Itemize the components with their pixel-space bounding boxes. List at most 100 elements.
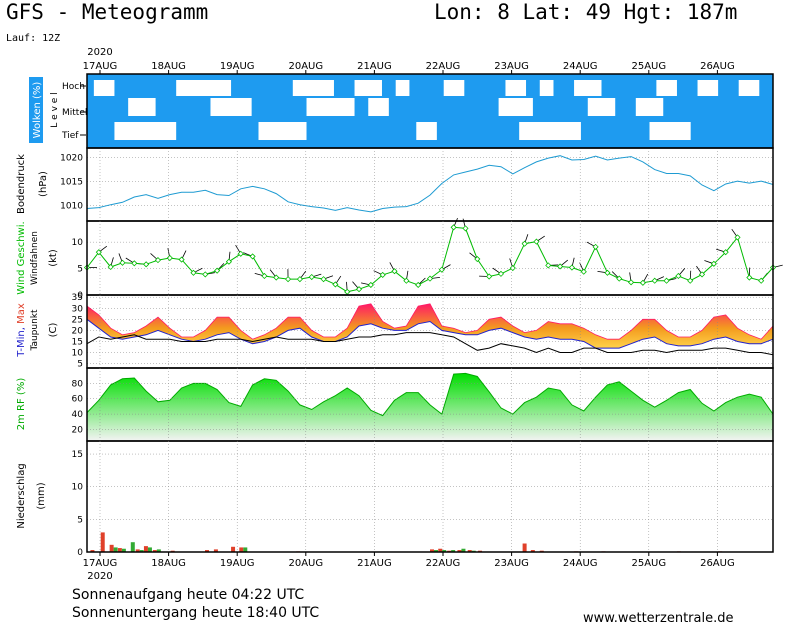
sunset-info: Sonnenuntergang heute 18:40 UTC xyxy=(72,605,320,621)
wind-speed-marker xyxy=(166,254,173,262)
day-label-top: 21AUG xyxy=(357,61,392,72)
model-run: Lauf: 12Z xyxy=(6,33,61,44)
wind-speed-marker xyxy=(545,262,552,269)
cloud-clear-gap-mittel xyxy=(587,98,616,116)
website-link[interactable]: www.wetterzentrale.de xyxy=(583,611,734,625)
precip-bar-red xyxy=(467,550,472,552)
day-label-bottom: 24AUG xyxy=(563,558,598,569)
wind-speed-marker xyxy=(533,238,540,245)
y-tick-label: 25 xyxy=(72,315,83,325)
wind-speed-marker xyxy=(237,250,244,257)
cloud-level-label: Hoch xyxy=(62,82,85,92)
y-tick-label: 1015 xyxy=(60,178,83,188)
cloud-clear-gap-mittel xyxy=(128,98,156,116)
precip-bar-red xyxy=(438,548,443,552)
day-label-bottom: 18AUG xyxy=(151,558,186,569)
wind-speed-marker xyxy=(651,277,658,284)
panel-frame xyxy=(86,440,774,553)
wind-speed-marker xyxy=(521,240,528,247)
precip-bar-red xyxy=(457,550,462,552)
year-label-bottom: 2020 xyxy=(87,571,112,582)
day-label-bottom: 20AUG xyxy=(288,558,323,569)
temperature-unit: (C) xyxy=(48,323,59,338)
wind-speed-marker xyxy=(687,277,694,284)
cloud-clear-gap-hoch xyxy=(738,80,760,96)
cloud-clear-gap-hoch xyxy=(395,80,410,96)
wind-speed-marker xyxy=(639,279,646,286)
wind-speed-marker xyxy=(474,255,481,263)
y-tick-label: 1020 xyxy=(60,154,83,164)
day-label-top: 17AUG xyxy=(83,61,118,72)
wind-speed-marker xyxy=(557,263,564,270)
wind-speed-marker xyxy=(568,264,575,271)
y-tick-label: 1010 xyxy=(60,202,83,212)
cloud-clear-gap-tief xyxy=(114,122,177,140)
cloud-clear-gap-mittel xyxy=(498,98,533,116)
day-label-bottom: 25AUG xyxy=(631,558,666,569)
wind-speed-marker xyxy=(320,276,327,283)
cloud-clear-gap-hoch xyxy=(292,80,334,96)
wind-speed-marker xyxy=(379,271,386,278)
wind-speed-marker xyxy=(249,253,256,260)
wind-speed-marker xyxy=(509,264,516,272)
y-tick-label: 20 xyxy=(72,326,84,336)
day-label-top: 22AUG xyxy=(426,61,461,72)
location-info: Lon: 8 Lat: 49 Hgt: 187m xyxy=(434,0,738,24)
cloud-level-label: Mittel xyxy=(62,108,87,118)
cloud-clear-gap-hoch xyxy=(93,80,115,96)
wind-speed-marker xyxy=(296,276,303,283)
day-label-bottom: 23AUG xyxy=(494,558,529,569)
cloud-clear-gap-tief xyxy=(649,122,691,140)
precip-bar-green xyxy=(147,547,152,552)
wind-speed-marker xyxy=(308,273,315,281)
precip-bar-red xyxy=(117,548,122,552)
precip-bar-red xyxy=(143,546,148,552)
pressure-unit: (hPa) xyxy=(38,171,49,197)
cloud-clear-gap-hoch xyxy=(443,80,465,96)
precip-ylabel: Niederschlag xyxy=(16,463,27,528)
y-tick-label: 40 xyxy=(72,410,84,420)
wind-speed-marker xyxy=(225,258,232,265)
y-tick-label: 10 xyxy=(72,238,84,248)
cloud-clear-gap-tief xyxy=(258,122,307,140)
wind-speed-marker xyxy=(95,249,102,256)
precip-bar-red xyxy=(430,549,434,552)
day-label-bottom: 22AUG xyxy=(426,558,461,569)
wind-speed-marker xyxy=(107,263,114,271)
precip-bar-red xyxy=(213,549,218,552)
wind-unit: (kt) xyxy=(48,249,59,267)
day-label-top: 23AUG xyxy=(494,61,529,72)
wind-speed-marker xyxy=(710,260,717,267)
pressure-ylabel: Bodendruck xyxy=(16,154,27,214)
precip-bar-green xyxy=(156,549,161,552)
y-tick-label: 80 xyxy=(72,379,84,389)
y-tick-label: 5 xyxy=(77,360,83,370)
temperature-ylabel2: Taupunkt xyxy=(30,309,40,352)
wind-speed-marker xyxy=(285,276,292,283)
cloud-level-axis-label: L e v e l xyxy=(50,92,60,127)
wind-speed-marker xyxy=(332,281,339,288)
tmin-line xyxy=(86,318,774,349)
panel-frame xyxy=(86,147,774,222)
wind-speed-marker xyxy=(675,272,682,280)
precip-bar-red xyxy=(152,550,157,552)
panel-frame xyxy=(86,220,774,296)
precip-bar-red xyxy=(231,546,236,552)
cloud-clear-gap-hoch xyxy=(539,80,554,96)
pressure-line xyxy=(86,155,774,213)
cloud-clear-gap-hoch xyxy=(354,80,382,96)
cloud-clear-gap-mittel xyxy=(306,98,355,116)
wind-speed-marker xyxy=(131,260,138,267)
day-label-top: 26AUG xyxy=(700,61,735,72)
wind-speed-marker xyxy=(450,224,457,231)
precip-bar-red xyxy=(90,550,95,552)
cloud-clear-gap-mittel xyxy=(210,98,252,116)
y-tick-label: 10 xyxy=(72,483,84,493)
precip-bar-green xyxy=(121,548,126,552)
wind-ylabel2: Windfahnen xyxy=(30,231,40,285)
wind-speed-marker xyxy=(426,275,434,282)
precip-bar-red xyxy=(135,549,140,552)
cloud-clear-gap-mittel xyxy=(368,98,389,116)
cloud-clear-gap-hoch xyxy=(656,80,677,96)
wind-speed-marker xyxy=(178,256,185,263)
